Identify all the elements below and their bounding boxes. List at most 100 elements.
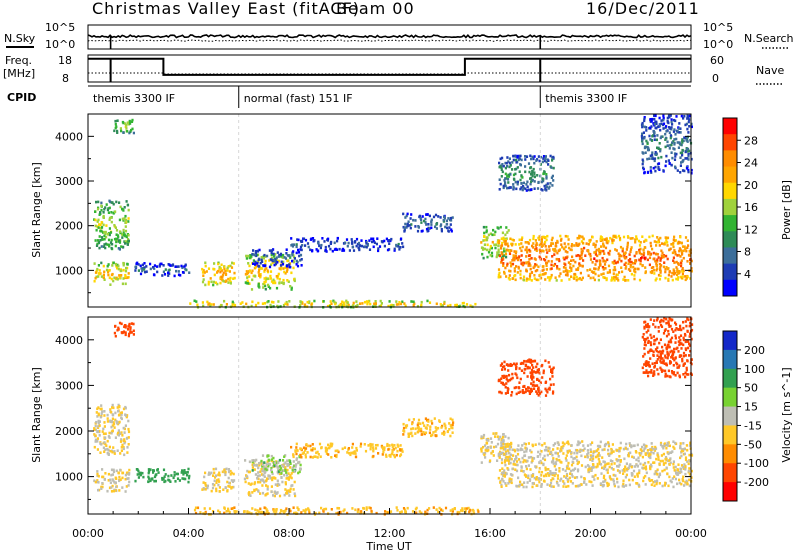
power-cell xyxy=(96,267,99,271)
velocity-cell xyxy=(523,442,526,445)
velocity-cell xyxy=(672,462,675,466)
velocity-cell xyxy=(174,480,177,483)
velocity-cell xyxy=(584,465,587,469)
velocity-cell xyxy=(535,390,538,393)
velocity-cell xyxy=(126,328,130,331)
power-cell xyxy=(571,255,574,259)
power-cell xyxy=(291,259,294,263)
power-cell xyxy=(124,242,127,245)
velocity-cell xyxy=(670,349,673,353)
velocity-cell xyxy=(658,341,661,345)
velocity-cell xyxy=(96,470,99,473)
power-cell xyxy=(495,255,498,259)
power-cell xyxy=(326,239,329,242)
velocity-cell xyxy=(597,448,600,451)
velocity-cell xyxy=(265,508,268,511)
power-cell xyxy=(624,267,627,270)
velocity-cell xyxy=(280,472,283,475)
velocity-cell xyxy=(536,378,539,381)
velocity-cell xyxy=(126,477,129,480)
velocity-cell xyxy=(253,482,256,486)
power-cell xyxy=(264,264,267,267)
velocity-cell xyxy=(286,474,289,477)
velocity-cell xyxy=(499,364,502,367)
power-cell xyxy=(521,176,524,179)
velocity-cell xyxy=(665,321,668,325)
power-cell xyxy=(673,138,676,141)
power-cell xyxy=(387,304,390,308)
velocity-cell xyxy=(575,476,579,479)
velocity-cell xyxy=(273,490,277,494)
velocity-cell xyxy=(465,507,468,510)
power-cell xyxy=(642,131,645,134)
velocity-cell xyxy=(349,453,352,457)
power-cell xyxy=(212,283,215,287)
velocity-cell xyxy=(543,474,546,478)
power-cell xyxy=(598,261,602,264)
power-cell xyxy=(262,264,265,267)
power-cell xyxy=(252,262,255,265)
power-cell xyxy=(263,302,266,305)
velocity-cell xyxy=(540,450,543,453)
power-cell xyxy=(361,302,364,305)
velocity-cell xyxy=(286,468,289,472)
power-cell xyxy=(654,152,657,156)
power-cell xyxy=(219,277,222,281)
power-cell xyxy=(511,168,514,171)
velocity-cell xyxy=(680,354,683,357)
power-ytick-label: 3000 xyxy=(55,175,83,188)
power-cell xyxy=(651,270,654,273)
power-cell xyxy=(106,243,109,246)
velocity-cell xyxy=(102,427,105,431)
velocity-cell xyxy=(248,493,251,497)
power-cell xyxy=(593,257,596,260)
power-cell xyxy=(397,242,400,246)
power-cell xyxy=(514,172,517,176)
power-cell xyxy=(425,223,428,226)
power-cell xyxy=(507,160,510,163)
power-cell xyxy=(685,138,688,142)
power-cell xyxy=(654,169,657,173)
velocity-cell xyxy=(671,371,674,375)
power-cell xyxy=(94,271,98,274)
velocity-cell xyxy=(516,452,520,456)
velocity-cell xyxy=(604,478,607,482)
velocity-cell xyxy=(508,462,511,465)
velocity-cell xyxy=(281,480,284,484)
velocity-cell xyxy=(680,328,683,332)
velocity-cell xyxy=(318,511,321,515)
velocity-cell xyxy=(538,371,541,375)
velocity-cell xyxy=(538,470,541,474)
velocity-cell xyxy=(659,323,663,327)
velocity-cell xyxy=(545,445,548,449)
power-cell xyxy=(642,248,645,252)
power-cell xyxy=(100,226,104,229)
velocity-cell xyxy=(536,455,539,458)
power-cell xyxy=(257,301,260,305)
power-cell xyxy=(277,259,280,263)
velocity-cell xyxy=(621,469,624,472)
power-cell xyxy=(530,257,533,260)
power-cell xyxy=(544,258,547,262)
velocity-cell xyxy=(662,463,665,466)
power-cell xyxy=(547,245,551,248)
power-heatmap xyxy=(93,114,693,309)
velocity-cell xyxy=(173,471,176,474)
velocity-cell xyxy=(112,422,116,426)
velocity-cell xyxy=(540,390,543,394)
power-cell xyxy=(613,275,616,279)
velocity-cell xyxy=(663,484,666,487)
velocity-cell xyxy=(525,447,528,451)
velocity-cell xyxy=(156,468,159,471)
power-cell xyxy=(545,173,548,176)
velocity-cell xyxy=(305,443,308,446)
velocity-cell xyxy=(252,463,256,467)
velocity-cell xyxy=(671,477,674,480)
power-cell xyxy=(665,266,668,269)
power-cell xyxy=(669,136,672,140)
power-cell xyxy=(514,155,517,158)
velocity-cell xyxy=(671,354,674,358)
power-cell xyxy=(641,132,644,136)
power-cell xyxy=(253,253,256,257)
power-cell xyxy=(270,300,274,304)
